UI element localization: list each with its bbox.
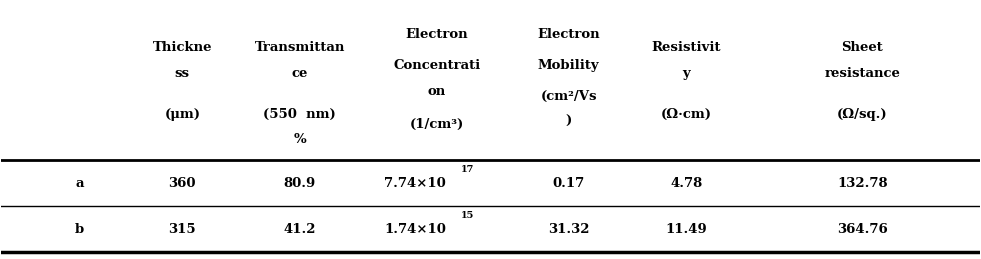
- Text: Sheet: Sheet: [842, 41, 883, 54]
- Text: Resistivit: Resistivit: [651, 41, 721, 54]
- Text: (1/cm³): (1/cm³): [410, 118, 464, 131]
- Text: y: y: [682, 67, 690, 80]
- Text: ): ): [566, 115, 572, 128]
- Text: a: a: [76, 177, 84, 190]
- Text: 7.74×10: 7.74×10: [385, 177, 446, 190]
- Text: Transmittan: Transmittan: [254, 41, 345, 54]
- Text: (550  nm): (550 nm): [263, 108, 336, 121]
- Text: Thickne: Thickne: [153, 41, 212, 54]
- Text: ss: ss: [175, 67, 190, 80]
- Text: resistance: resistance: [824, 67, 901, 80]
- Text: (cm²/Vs: (cm²/Vs: [541, 90, 597, 103]
- Text: Electron: Electron: [405, 28, 468, 41]
- Text: (μm): (μm): [165, 108, 200, 121]
- Text: Mobility: Mobility: [538, 59, 599, 72]
- Text: (Ω/sq.): (Ω/sq.): [837, 108, 888, 121]
- Text: Concentrati: Concentrati: [393, 59, 481, 72]
- Text: b: b: [75, 223, 84, 236]
- Text: 41.2: 41.2: [284, 223, 316, 236]
- Text: 0.17: 0.17: [552, 177, 585, 190]
- Text: 364.76: 364.76: [837, 223, 888, 236]
- Text: (Ω·cm): (Ω·cm): [660, 108, 711, 121]
- Text: Electron: Electron: [538, 28, 600, 41]
- Text: ce: ce: [291, 67, 308, 80]
- Text: 15: 15: [461, 211, 475, 220]
- Text: 80.9: 80.9: [284, 177, 316, 190]
- Text: 17: 17: [461, 165, 475, 174]
- Text: 1.74×10: 1.74×10: [385, 223, 446, 236]
- Text: 4.78: 4.78: [670, 177, 702, 190]
- Text: 31.32: 31.32: [548, 223, 590, 236]
- Text: 315: 315: [169, 223, 196, 236]
- Text: 11.49: 11.49: [665, 223, 707, 236]
- Text: 132.78: 132.78: [837, 177, 888, 190]
- Text: %: %: [293, 133, 306, 146]
- Text: 360: 360: [169, 177, 196, 190]
- Text: on: on: [428, 85, 445, 98]
